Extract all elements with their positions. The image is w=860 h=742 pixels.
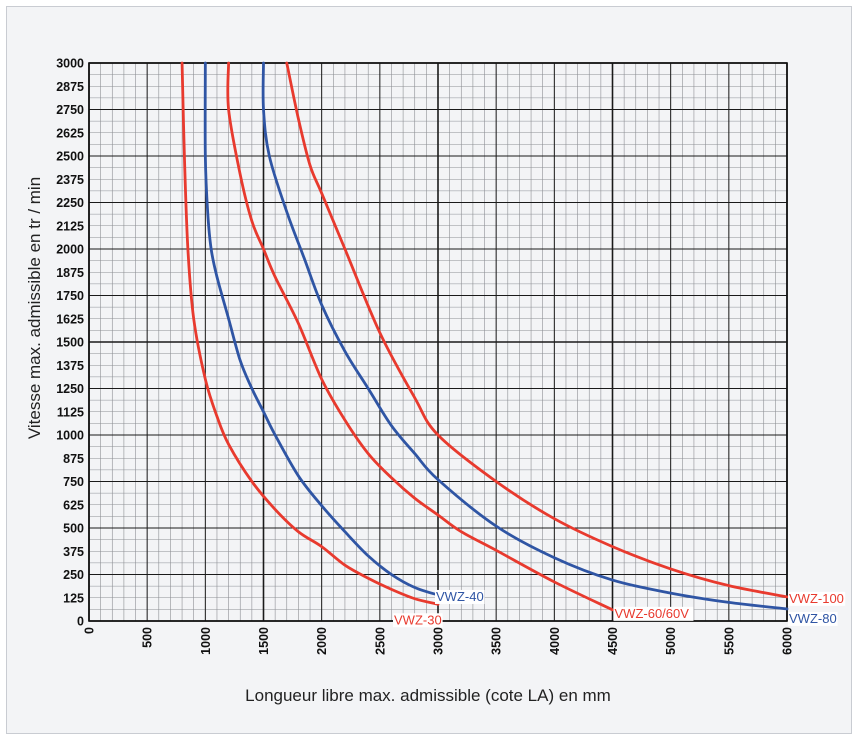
y-tick-label: 2625 [56,126,84,140]
x-tick-label: 500 [141,627,155,648]
x-tick-label: 2000 [315,627,329,655]
x-tick-label: 4500 [606,627,620,655]
y-axis-title: Vitesse max. admissible en tr / min [25,177,44,439]
y-tick-label: 2250 [56,196,84,210]
series-label-vwz-30: VWZ-30 [394,612,442,627]
y-tick-label: 1250 [56,382,84,396]
series-label-bg [613,606,694,621]
y-tick-label: 2875 [56,80,84,94]
x-axis-title: Longueur libre max. admissible (cote LA)… [245,686,611,705]
y-tick-label: 3000 [56,57,84,71]
series-line-vwz-40 [203,61,440,597]
chart-panel: 0 125 250 375 500 625 750 875 1000 1125 1250 1375 15… [6,6,852,734]
series-label-bg [435,589,485,604]
y-tick-label: 125 [63,591,84,605]
y-tick-label: 375 [63,545,84,559]
y-tick-label: 2750 [56,103,84,117]
y-tick-label: 2375 [56,173,84,187]
series-lines [180,61,789,612]
y-tick-label: 500 [63,522,84,536]
x-tick-label: 0 [83,627,97,634]
x-tick-label: 1500 [257,627,271,655]
y-tick-label: 2500 [56,150,84,164]
y-tick-label: 750 [63,475,84,489]
y-axis-ticks: 0 125 250 375 500 625 750 875 1000 1125 1250 1375 15… [56,57,84,629]
series-line-vwz-30 [180,61,440,606]
x-tick-label: 2500 [373,627,387,655]
x-tick-label: 3000 [432,627,446,655]
y-tick-label: 0 [77,615,84,629]
y-tick-label: 250 [63,568,84,582]
x-tick-label: 5000 [664,627,678,655]
series-label-bg [393,613,443,628]
y-tick-label: 2125 [56,219,84,233]
y-tick-label: 2000 [56,243,84,257]
series-labels: VWZ-30 VWZ-40 VWZ-60/60V VWZ-80 VWZ-100 [393,589,846,628]
y-tick-label: 1125 [57,405,84,419]
chart: 0 125 250 375 500 625 750 875 1000 1125 1250 1375 15… [25,57,846,705]
x-tick-label: 6000 [781,627,795,655]
series-line-vwz-80 [261,61,789,611]
x-tick-label: 1000 [199,627,213,655]
y-tick-label: 625 [63,498,84,512]
y-tick-label: 1500 [56,336,84,350]
series-line-vwz-60-60v [226,61,614,612]
x-axis-ticks: 0 500 1000 1500 2000 2500 3000 3500 4000 4500 5000… [83,627,795,655]
y-tick-label: 1375 [56,359,84,373]
y-tick-label: 1000 [56,429,84,443]
series-label-vwz-60-60v: VWZ-60/60V [615,606,690,621]
x-tick-label: 3500 [490,627,504,655]
y-tick-label: 1875 [56,266,84,280]
x-tick-label: 5500 [722,627,736,655]
series-label-bg [788,591,846,606]
series-label-bg [788,611,838,626]
series-label-vwz-80: VWZ-80 [789,611,837,626]
x-tick-label: 4000 [548,627,562,655]
series-label-vwz-100: VWZ-100 [789,591,844,606]
y-tick-label: 875 [63,452,84,466]
series-line-vwz-100 [285,61,789,599]
y-tick-label: 1750 [56,289,84,303]
series-label-vwz-40: VWZ-40 [436,589,484,604]
y-tick-label: 1625 [56,312,84,326]
